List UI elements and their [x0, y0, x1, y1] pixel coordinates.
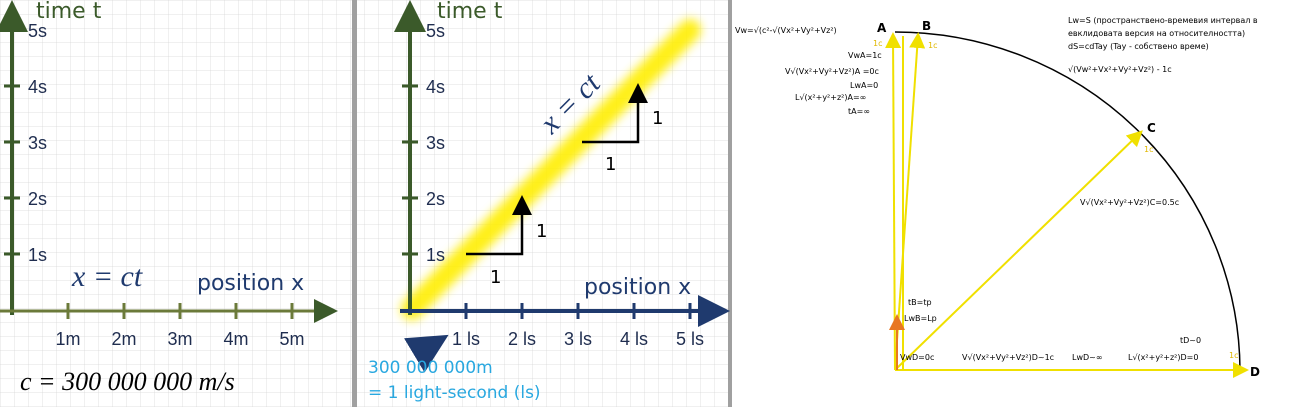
x-axis-label: position x — [584, 275, 691, 300]
panel-2: time t position x x = ct 1 1 1 1 300 000… — [368, 0, 730, 403]
note-arrow — [403, 334, 449, 373]
divider — [352, 0, 357, 407]
x-tick-label: 3m — [167, 329, 192, 349]
point-label: D — [1250, 365, 1260, 379]
note-b: tB=tp — [908, 298, 932, 307]
note-a: VwA=1c — [848, 51, 882, 60]
y-tick-label: 3s — [28, 133, 47, 153]
note-d: LwD~∞ — [1072, 353, 1103, 362]
y-tick-label: 4s — [28, 77, 47, 97]
unit-label: 1c — [1144, 145, 1154, 154]
panel-1: time t position x x = ct c = 300 000 000… — [0, 0, 350, 396]
panel-3: A B C D 1c 1c 1c 1c Vw=√(c²-√(Vx²+Vy²+Vz… — [735, 16, 1260, 379]
equation: x = ct — [71, 260, 143, 293]
divider — [728, 0, 732, 407]
note-c: V√(Vx²+Vy²+Vz²)C=0.5c — [1080, 198, 1179, 207]
note-a: LwA=0 — [850, 81, 878, 90]
x-axis-label: position x — [197, 271, 304, 296]
y-tick-label: 1s — [28, 245, 47, 265]
note-d: V√(Vx²+Vy²+Vz²)D~1c — [962, 353, 1054, 362]
speed: c = 300 000 000 m/s — [20, 367, 235, 396]
y-axis-label: time t — [437, 0, 503, 24]
point-label: B — [922, 19, 931, 33]
x-tick-label: 1m — [55, 329, 80, 349]
step-label: 1 — [652, 108, 663, 129]
y-tick-label: 3s — [426, 133, 445, 153]
note-d: L√(x²+y²+z²)D=0 — [1128, 353, 1198, 362]
grid-bg — [0, 0, 352, 407]
note: = 1 light-second (ls) — [368, 383, 541, 403]
y-axis-label: time t — [36, 0, 102, 24]
x-tick-label: 5 ls — [676, 329, 704, 349]
vector-c — [894, 130, 1143, 371]
x-tick-label: 5m — [279, 329, 304, 349]
vector-a — [885, 32, 902, 371]
note-b: LwB=Lp — [904, 314, 937, 323]
step-label: 1 — [536, 221, 547, 242]
x-tick-label: 3 ls — [564, 329, 592, 349]
x-tick-label: 2 ls — [508, 329, 536, 349]
step — [582, 83, 648, 144]
y-tick-label: 4s — [426, 77, 445, 97]
step-label: 1 — [490, 267, 501, 288]
legend-line: dS=cdTay (Tay - собствено време) — [1068, 42, 1209, 51]
unit-label: 1c — [1229, 351, 1239, 360]
x-tick-label: 2m — [111, 329, 136, 349]
note-a: L√(x²+y²+z²)A=∞ — [795, 93, 866, 102]
note-a: tA=∞ — [848, 107, 870, 116]
note-d: tD~0 — [1180, 336, 1201, 345]
point-label: A — [877, 21, 887, 35]
legend-line: Lw=S (пространствено-времевия интервал в — [1068, 16, 1258, 25]
x-tick-label: 1 ls — [452, 329, 480, 349]
unit-label: 1c — [928, 41, 938, 50]
unit-label: 1c — [873, 39, 883, 48]
point-label: C — [1147, 121, 1156, 135]
x-tick-label: 4 ls — [620, 329, 648, 349]
note: 300 000 000m — [368, 358, 493, 378]
x-tick-label: 4m — [223, 329, 248, 349]
light-glow — [401, 19, 701, 320]
note-a: V√(Vx²+Vy²+Vz²)A =0c — [785, 67, 879, 76]
step-label: 1 — [605, 154, 616, 175]
step — [466, 195, 532, 256]
legend-line: √(Vw²+Vx²+Vy²+Vz²) - 1c — [1068, 65, 1172, 74]
y-tick-label: 2s — [426, 189, 445, 209]
y-tick-label: 2s — [28, 189, 47, 209]
note-d: VwD=0c — [900, 353, 934, 362]
y-tick-label: 5s — [426, 21, 445, 41]
legend-line: евклидовата версия на относителността) — [1068, 29, 1245, 38]
y-tick-label: 5s — [28, 21, 47, 41]
formula: Vw=√(c²-√(Vx²+Vy²+Vz²) — [735, 26, 837, 35]
y-tick-label: 1s — [426, 245, 445, 265]
